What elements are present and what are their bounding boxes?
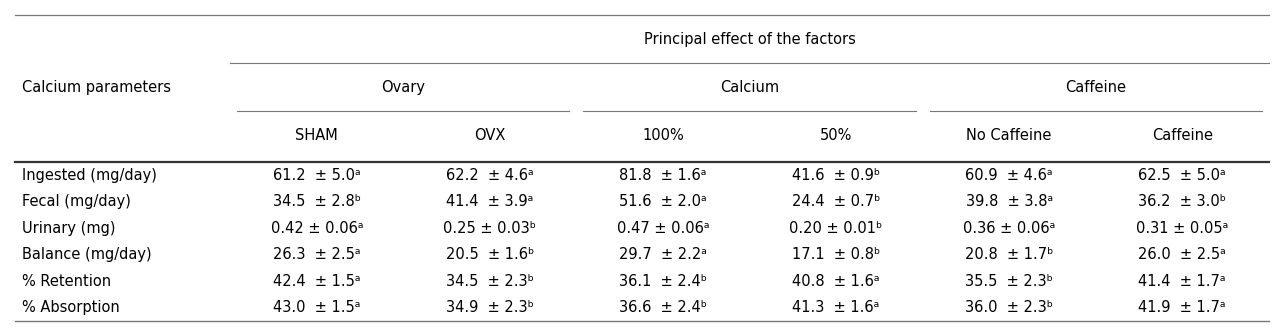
Text: 50%: 50% bbox=[820, 128, 852, 143]
Text: Urinary (mg): Urinary (mg) bbox=[22, 221, 115, 236]
Text: Ovary: Ovary bbox=[381, 80, 426, 95]
Text: 0.20 ± 0.01ᵇ: 0.20 ± 0.01ᵇ bbox=[789, 221, 883, 236]
Text: Calcium: Calcium bbox=[720, 80, 779, 95]
Text: 34.5  ± 2.3ᵇ: 34.5 ± 2.3ᵇ bbox=[446, 274, 533, 289]
Text: 40.8  ± 1.6ᵃ: 40.8 ± 1.6ᵃ bbox=[792, 274, 880, 289]
Text: 42.4  ± 1.5ᵃ: 42.4 ± 1.5ᵃ bbox=[272, 274, 361, 289]
Text: Caffeine: Caffeine bbox=[1151, 128, 1212, 143]
Text: No Caffeine: No Caffeine bbox=[967, 128, 1051, 143]
Text: 36.0  ± 2.3ᵇ: 36.0 ± 2.3ᵇ bbox=[966, 300, 1053, 315]
Text: 20.8  ± 1.7ᵇ: 20.8 ± 1.7ᵇ bbox=[964, 247, 1054, 262]
Text: 41.9  ± 1.7ᵃ: 41.9 ± 1.7ᵃ bbox=[1138, 300, 1227, 315]
Text: 62.5  ± 5.0ᵃ: 62.5 ± 5.0ᵃ bbox=[1138, 168, 1227, 183]
Text: Calcium parameters: Calcium parameters bbox=[22, 80, 170, 95]
Text: 39.8  ± 3.8ᵃ: 39.8 ± 3.8ᵃ bbox=[966, 194, 1053, 210]
Text: 26.3  ± 2.5ᵃ: 26.3 ± 2.5ᵃ bbox=[272, 247, 361, 262]
Text: 0.42 ± 0.06ᵃ: 0.42 ± 0.06ᵃ bbox=[271, 221, 363, 236]
Text: 0.25 ± 0.03ᵇ: 0.25 ± 0.03ᵇ bbox=[444, 221, 536, 236]
Text: % Retention: % Retention bbox=[22, 274, 111, 289]
Text: 62.2  ± 4.6ᵃ: 62.2 ± 4.6ᵃ bbox=[446, 168, 533, 183]
Text: 17.1  ± 0.8ᵇ: 17.1 ± 0.8ᵇ bbox=[792, 247, 880, 262]
Text: 36.6  ± 2.4ᵇ: 36.6 ± 2.4ᵇ bbox=[619, 300, 707, 315]
Text: SHAM: SHAM bbox=[295, 128, 338, 143]
Text: 61.2  ± 5.0ᵃ: 61.2 ± 5.0ᵃ bbox=[272, 168, 361, 183]
Text: 34.9  ± 2.3ᵇ: 34.9 ± 2.3ᵇ bbox=[446, 300, 533, 315]
Text: 0.47 ± 0.06ᵃ: 0.47 ± 0.06ᵃ bbox=[616, 221, 709, 236]
Text: 26.0  ± 2.5ᵃ: 26.0 ± 2.5ᵃ bbox=[1138, 247, 1227, 262]
Text: 81.8  ± 1.6ᵃ: 81.8 ± 1.6ᵃ bbox=[619, 168, 706, 183]
Text: 43.0  ± 1.5ᵃ: 43.0 ± 1.5ᵃ bbox=[274, 300, 361, 315]
Text: 36.1  ± 2.4ᵇ: 36.1 ± 2.4ᵇ bbox=[619, 274, 707, 289]
Text: 34.5  ± 2.8ᵇ: 34.5 ± 2.8ᵇ bbox=[272, 194, 361, 210]
Text: 41.4  ± 1.7ᵃ: 41.4 ± 1.7ᵃ bbox=[1138, 274, 1227, 289]
Text: 36.2  ± 3.0ᵇ: 36.2 ± 3.0ᵇ bbox=[1138, 194, 1227, 210]
Text: Ingested (mg/day): Ingested (mg/day) bbox=[22, 168, 156, 183]
Text: % Absorption: % Absorption bbox=[22, 300, 119, 315]
Text: OVX: OVX bbox=[475, 128, 505, 143]
Text: Balance (mg/day): Balance (mg/day) bbox=[22, 247, 151, 262]
Text: 60.9  ± 4.6ᵃ: 60.9 ± 4.6ᵃ bbox=[966, 168, 1053, 183]
Text: 100%: 100% bbox=[642, 128, 684, 143]
Text: Caffeine: Caffeine bbox=[1065, 80, 1127, 95]
Text: 20.5  ± 1.6ᵇ: 20.5 ± 1.6ᵇ bbox=[446, 247, 533, 262]
Text: 41.3  ± 1.6ᵃ: 41.3 ± 1.6ᵃ bbox=[793, 300, 880, 315]
Text: 41.6  ± 0.9ᵇ: 41.6 ± 0.9ᵇ bbox=[792, 168, 880, 183]
Text: 0.36 ± 0.06ᵃ: 0.36 ± 0.06ᵃ bbox=[963, 221, 1055, 236]
Text: 51.6  ± 2.0ᵃ: 51.6 ± 2.0ᵃ bbox=[619, 194, 707, 210]
Text: Principal effect of the factors: Principal effect of the factors bbox=[643, 32, 856, 47]
Text: 35.5  ± 2.3ᵇ: 35.5 ± 2.3ᵇ bbox=[966, 274, 1053, 289]
Text: Fecal (mg/day): Fecal (mg/day) bbox=[22, 194, 130, 210]
Text: 0.31 ± 0.05ᵃ: 0.31 ± 0.05ᵃ bbox=[1136, 221, 1228, 236]
Text: 41.4  ± 3.9ᵃ: 41.4 ± 3.9ᵃ bbox=[446, 194, 533, 210]
Text: 29.7  ± 2.2ᵃ: 29.7 ± 2.2ᵃ bbox=[619, 247, 707, 262]
Text: 24.4  ± 0.7ᵇ: 24.4 ± 0.7ᵇ bbox=[792, 194, 880, 210]
